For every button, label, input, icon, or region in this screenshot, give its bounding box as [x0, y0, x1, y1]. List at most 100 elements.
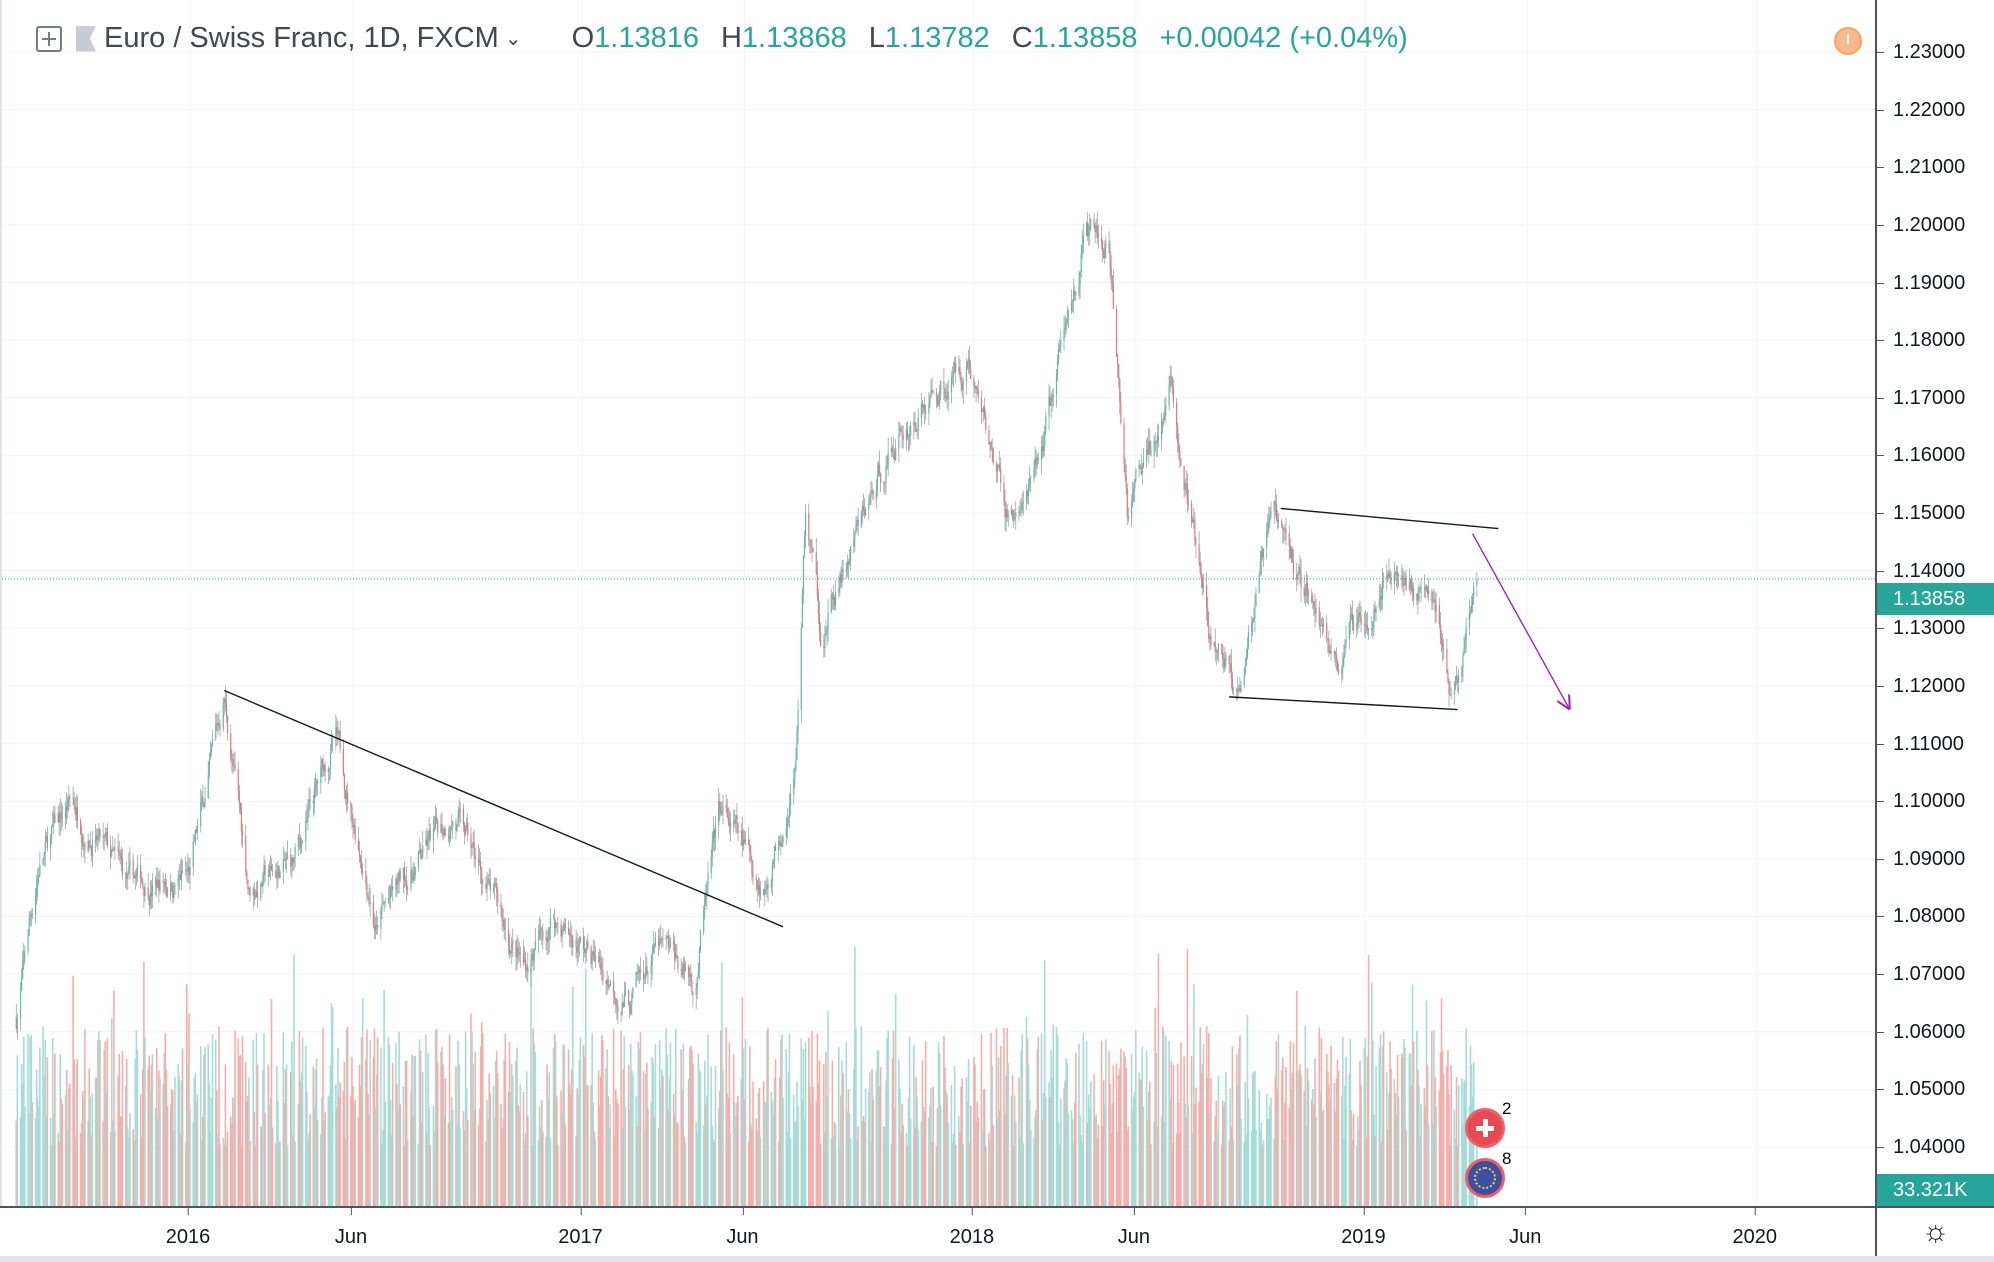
candle — [449, 825, 452, 843]
candle — [576, 932, 578, 967]
volume-bar — [142, 1069, 144, 1206]
candle — [291, 857, 293, 879]
volume-bar — [1364, 1037, 1367, 1206]
volume-bar — [46, 1057, 49, 1206]
volume-bar — [30, 1035, 33, 1206]
candle — [540, 918, 542, 941]
event-switzerland[interactable]: 2 — [1465, 1099, 1511, 1148]
candle — [1102, 239, 1104, 263]
volume-bar — [698, 1069, 701, 1206]
candle — [1379, 583, 1381, 613]
volume-bar — [139, 1094, 142, 1206]
chart-pane[interactable]: Euro / Swiss Franc, 1D, FXCM ⌄ O1.13816 … — [0, 0, 1875, 1206]
candle — [1367, 627, 1370, 640]
candle — [39, 851, 41, 878]
time-tick: Jun — [726, 1208, 759, 1248]
volume-bar — [140, 1138, 143, 1206]
volume-bar — [962, 1144, 965, 1206]
volume-bar — [1132, 1096, 1135, 1206]
candle — [1148, 427, 1150, 464]
volume-bar — [226, 1131, 229, 1206]
candle — [901, 425, 903, 448]
volume-bar — [1348, 1073, 1351, 1206]
volume-bar — [608, 1127, 611, 1206]
candle — [875, 479, 877, 509]
volume-bar — [639, 1032, 642, 1206]
volume-bar — [998, 1110, 1001, 1206]
volume-bar — [117, 1075, 119, 1206]
volume-bar — [1290, 1089, 1293, 1206]
volume-bar — [887, 1030, 889, 1206]
candle — [112, 836, 114, 852]
candle — [877, 460, 880, 478]
volume-bar — [214, 1039, 217, 1206]
volume-bar — [162, 1083, 164, 1206]
candle — [60, 801, 62, 831]
flag-icon[interactable] — [76, 25, 96, 52]
volume-bar — [1101, 1126, 1104, 1206]
candle — [1231, 671, 1233, 694]
volume-bar — [683, 1136, 686, 1206]
volume-bar — [1026, 1038, 1029, 1206]
volume-bar — [1075, 1052, 1077, 1206]
chevron-down-icon[interactable]: ⌄ — [504, 28, 522, 50]
candle — [750, 844, 752, 862]
volume-bar — [1202, 1043, 1205, 1206]
price-axis[interactable]: 1.23000 1.22000 1.21000 1.20000 1.19000 1.180… — [1875, 0, 1994, 1206]
candle — [187, 853, 189, 884]
candle — [767, 878, 769, 903]
candle — [624, 981, 627, 997]
gear-icon[interactable]: ☼ — [1875, 1206, 1994, 1256]
volume-bar — [324, 1112, 326, 1206]
candle — [585, 947, 587, 965]
candle — [16, 1013, 18, 1040]
candle — [328, 768, 331, 781]
candle — [1246, 636, 1249, 660]
candle — [902, 425, 904, 449]
time-axis[interactable]: 2016 Jun 2017 Jun 2018 Jun 2019 Jun 2020 — [0, 1206, 1875, 1258]
volume-bar — [973, 1057, 975, 1206]
volume-bar — [984, 1145, 987, 1206]
candle — [247, 879, 249, 895]
volume-bar — [279, 1141, 281, 1206]
price-chart[interactable] — [2, 0, 1875, 1206]
alert-clock-icon[interactable] — [1834, 27, 1862, 55]
candle — [947, 379, 949, 412]
candle — [637, 964, 639, 982]
volume-bar — [300, 1072, 303, 1206]
candle — [789, 784, 792, 816]
volume-bar — [1423, 1088, 1426, 1206]
candle — [1371, 616, 1373, 637]
event-euro-area[interactable]: 8 — [1465, 1149, 1511, 1198]
volume-bar — [259, 1126, 262, 1206]
candle — [780, 833, 782, 856]
volume-bar — [916, 1096, 918, 1206]
volume-bar — [278, 1142, 280, 1206]
volume-bar — [1274, 1076, 1277, 1206]
volume-bar — [930, 1087, 932, 1206]
candle — [1161, 412, 1163, 450]
symbol-title[interactable]: Euro / Swiss Franc, 1D, FXCM — [104, 22, 499, 54]
candle — [1207, 596, 1209, 628]
candle — [1034, 446, 1036, 479]
volume-bar — [143, 961, 145, 1206]
candle — [1198, 530, 1200, 566]
volume-bar — [193, 1077, 196, 1206]
candle — [939, 384, 941, 410]
volume-bar — [1426, 1064, 1429, 1206]
candle — [1260, 545, 1262, 576]
plus-square-icon[interactable] — [36, 25, 62, 52]
volume-bar — [479, 1046, 482, 1206]
volume-bar — [352, 1086, 354, 1206]
volume-bar — [1220, 1144, 1223, 1206]
volume-bar — [665, 1027, 667, 1206]
candle — [474, 847, 476, 869]
volume-bar — [216, 1090, 218, 1206]
candle — [547, 927, 549, 955]
candle — [357, 826, 359, 851]
volume-bar — [587, 1086, 589, 1206]
candle — [260, 882, 262, 902]
volume-bar — [232, 1097, 234, 1206]
candle — [127, 871, 129, 890]
volume-bar — [523, 1141, 526, 1206]
